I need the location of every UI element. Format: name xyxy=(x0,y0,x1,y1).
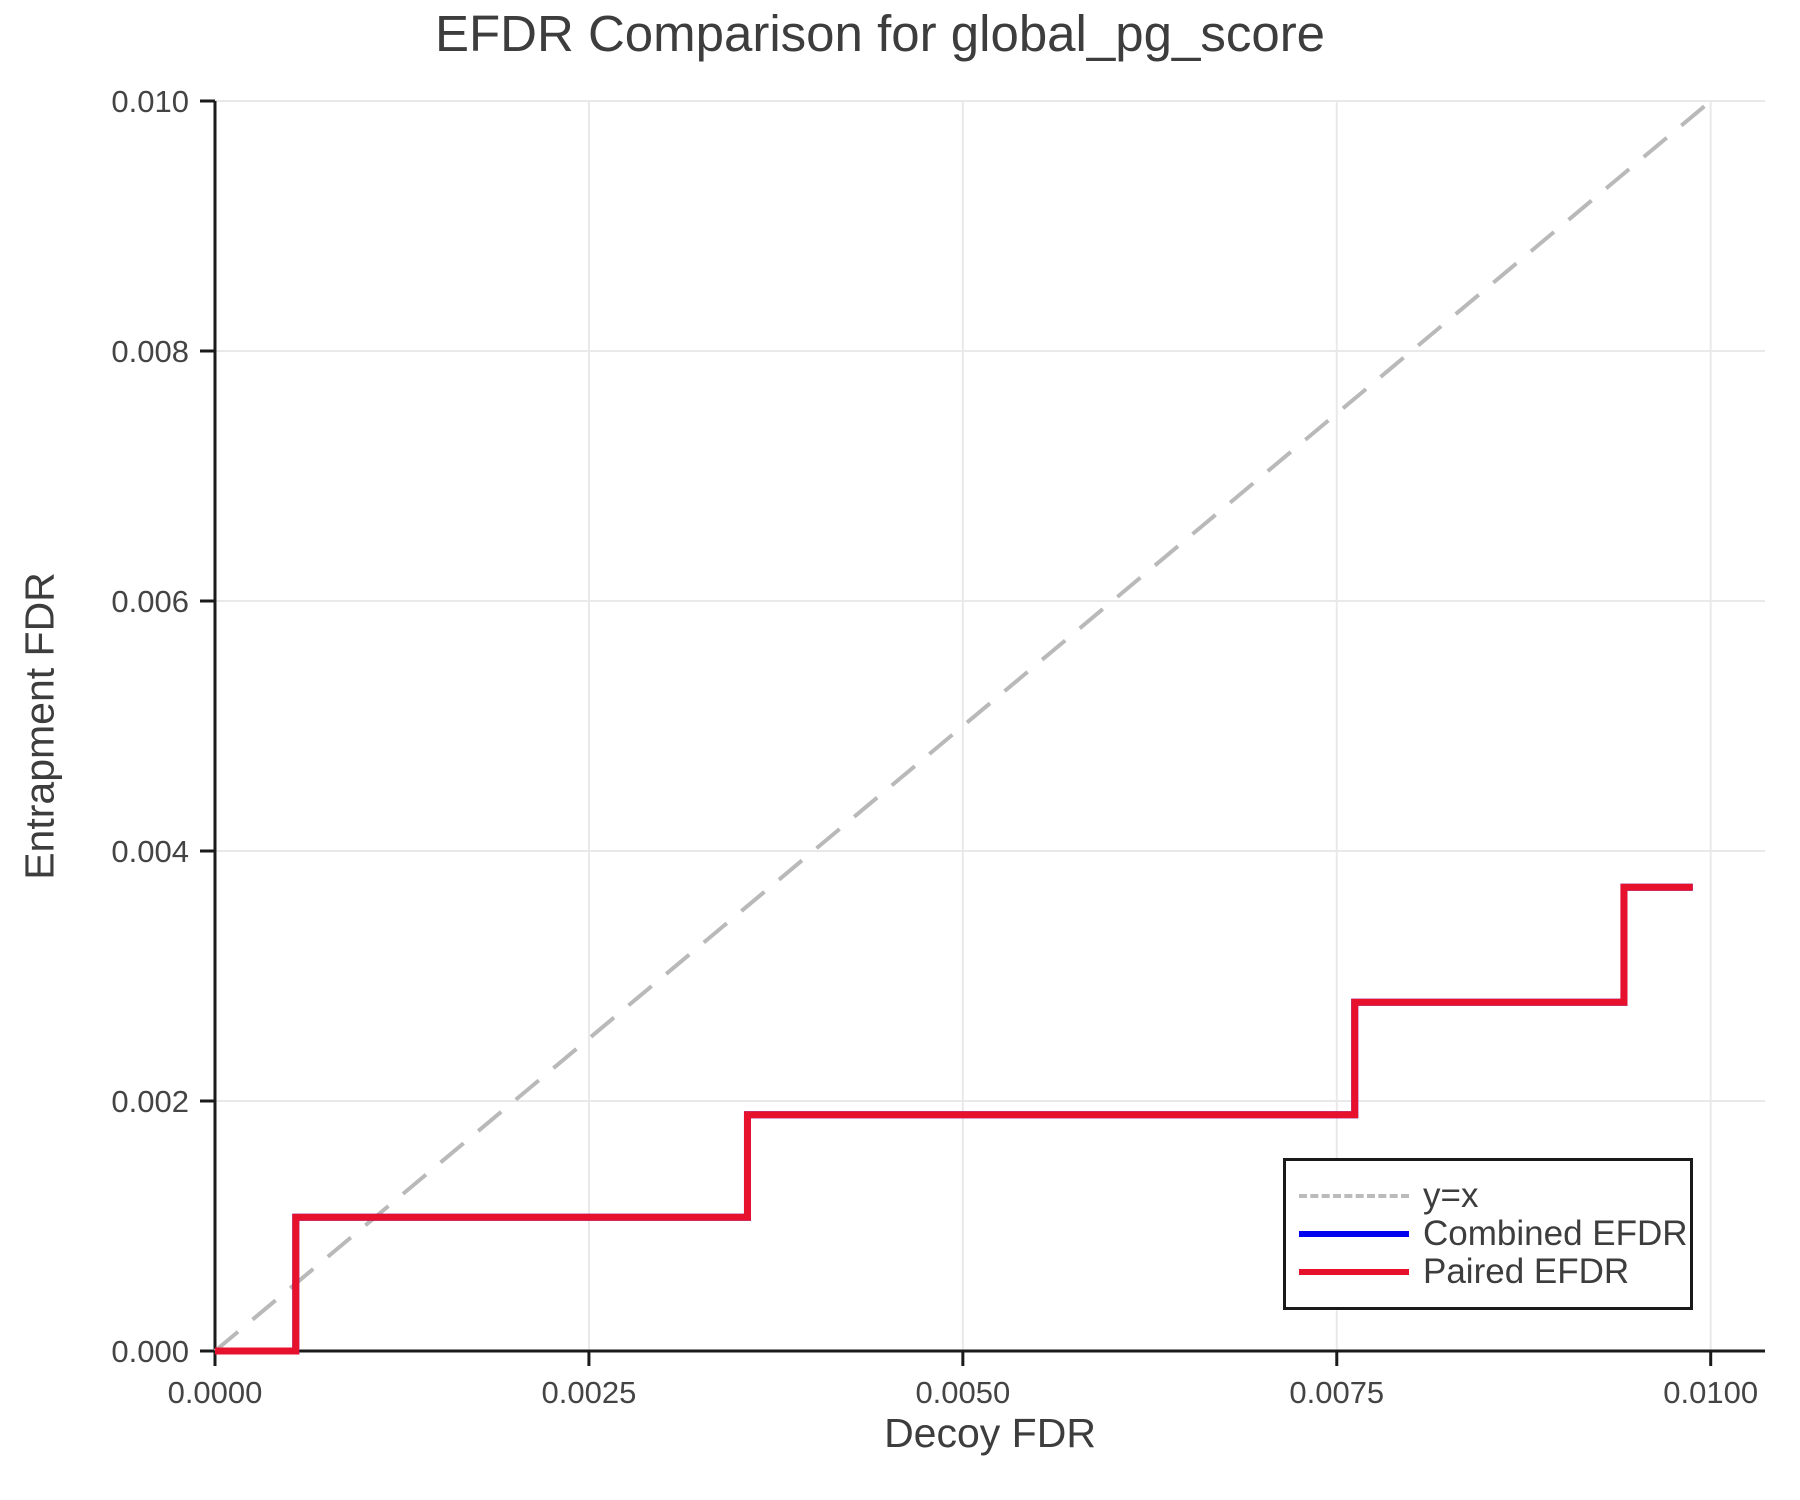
y-tick-label: 0.002 xyxy=(111,1084,189,1119)
x-tick-label: 0.0100 xyxy=(1663,1375,1758,1410)
x-tick-label: 0.0075 xyxy=(1289,1375,1384,1410)
x-tick-label: 0.0000 xyxy=(168,1375,263,1410)
x-tick-label: 0.0025 xyxy=(542,1375,637,1410)
y-tick-label: 0.008 xyxy=(111,334,189,369)
y-tick-label: 0.004 xyxy=(111,834,189,869)
legend-label-yx: y=x xyxy=(1423,1176,1479,1215)
x-axis-label: Decoy FDR xyxy=(884,1410,1096,1456)
legend-label-paired-efdr: Paired EFDR xyxy=(1423,1252,1630,1291)
chart-title: EFDR Comparison for global_pg_score xyxy=(434,5,1326,62)
legend-item-combined-efdr: Combined EFDR xyxy=(1286,1215,1690,1253)
y-tick-label: 0.006 xyxy=(111,584,189,619)
legend-item-paired-efdr: Paired EFDR xyxy=(1286,1253,1690,1291)
dashed-line-icon xyxy=(1299,1194,1409,1198)
legend: y=x Combined EFDR Paired EFDR xyxy=(1283,1158,1693,1310)
series-paired-efdr xyxy=(215,883,1693,1355)
x-tick-label: 0.0050 xyxy=(915,1375,1010,1410)
paired-line-icon xyxy=(1299,1269,1409,1275)
legend-label-combined-efdr: Combined EFDR xyxy=(1423,1214,1688,1253)
blue-line-icon xyxy=(1299,1231,1409,1237)
y-axis-label: Entrapment FDR xyxy=(16,572,63,880)
y-tick-label: 0.010 xyxy=(111,84,189,119)
series-y-x xyxy=(213,99,1712,1353)
y-tick-label: 0.000 xyxy=(111,1334,189,1369)
legend-item-yx: y=x xyxy=(1286,1177,1690,1215)
